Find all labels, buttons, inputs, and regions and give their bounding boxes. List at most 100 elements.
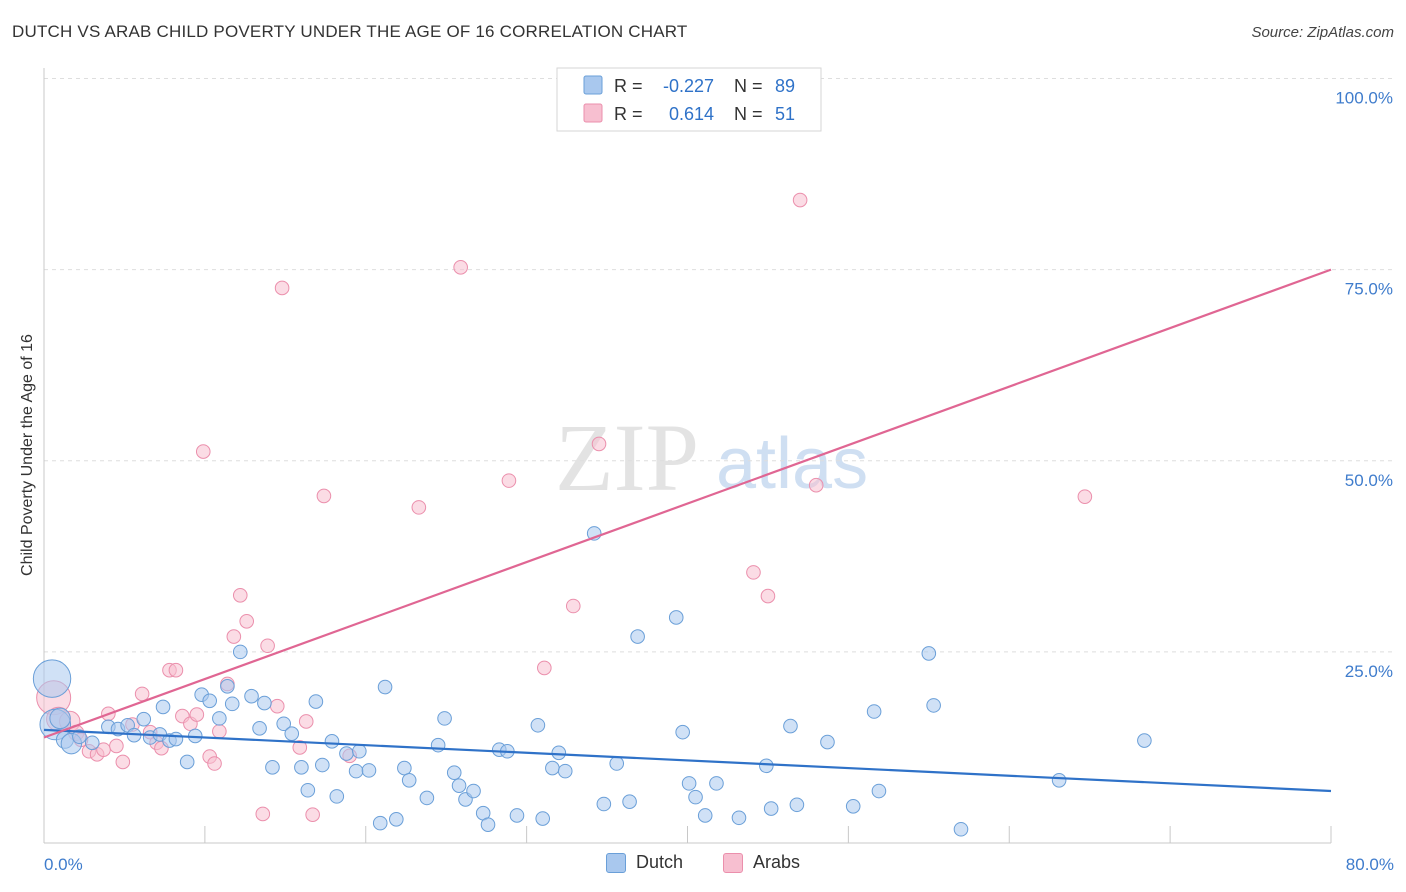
dutch-point bbox=[232, 644, 248, 660]
dutch-point bbox=[709, 776, 724, 791]
dutch-points bbox=[32, 526, 1152, 837]
dutch-point bbox=[252, 721, 267, 736]
arabs-point bbox=[453, 260, 468, 275]
arabs-point bbox=[269, 698, 285, 714]
dutch-point bbox=[377, 679, 393, 695]
arabs-point bbox=[808, 477, 824, 493]
dutch-point bbox=[84, 735, 100, 751]
y-tick-label: 50.0% bbox=[1345, 471, 1393, 490]
dutch-point bbox=[212, 711, 227, 726]
dutch-point bbox=[845, 799, 861, 814]
dutch-point bbox=[871, 783, 887, 799]
arabs-point bbox=[746, 565, 761, 580]
dutch-point bbox=[681, 776, 697, 791]
arabs-point bbox=[305, 807, 320, 823]
dutch-point bbox=[530, 717, 546, 733]
legend-item-arabs[interactable]: Arabs bbox=[723, 852, 800, 873]
watermark-zip: ZIP bbox=[555, 404, 699, 511]
dutch-point bbox=[348, 763, 364, 779]
chart-source: Source: ZipAtlas.com bbox=[1251, 24, 1394, 41]
arabs-point bbox=[115, 754, 131, 770]
legend-dutch-n-value: 89 bbox=[775, 76, 795, 96]
dutch-point bbox=[401, 773, 417, 788]
dutch-point bbox=[480, 817, 496, 832]
legend-arabs-n-value: 51 bbox=[775, 104, 795, 124]
dutch-point bbox=[675, 724, 690, 740]
arabs-point bbox=[411, 500, 427, 515]
legend-dutch-r-label: R = bbox=[614, 76, 643, 96]
chart-title: DUTCH VS ARAB CHILD POVERTY UNDER THE AG… bbox=[12, 22, 688, 41]
dutch-point bbox=[284, 726, 300, 741]
dutch-point bbox=[244, 688, 259, 704]
arabs-point bbox=[565, 598, 581, 614]
arabs-point bbox=[792, 192, 808, 208]
dutch-point bbox=[276, 716, 292, 732]
dutch-point bbox=[257, 695, 272, 711]
arabs-point bbox=[239, 613, 255, 629]
dutch-point bbox=[630, 629, 645, 644]
arabs-point bbox=[212, 724, 227, 739]
watermark-atlas: atlas bbox=[716, 424, 868, 504]
y-tick-labels: 25.0% 50.0% 75.0% 100.0% bbox=[1335, 89, 1393, 681]
arabs-point bbox=[260, 638, 275, 654]
arabs-point bbox=[189, 707, 205, 722]
dutch-point bbox=[224, 696, 240, 712]
dutch-point bbox=[168, 731, 184, 747]
arabs-point bbox=[274, 280, 290, 296]
legend-dutch-n-label: N = bbox=[734, 76, 763, 96]
dutch-point bbox=[72, 729, 87, 745]
dutch-point bbox=[49, 707, 71, 730]
dutch-point bbox=[609, 756, 625, 771]
dutch-point bbox=[953, 821, 969, 837]
dutch-point bbox=[300, 782, 316, 798]
grid-lines bbox=[44, 78, 1392, 653]
dutch-point bbox=[551, 745, 567, 761]
dutch-point bbox=[294, 760, 309, 775]
dutch-point bbox=[466, 783, 481, 799]
arabs-point bbox=[134, 686, 150, 702]
arabs-point bbox=[537, 660, 552, 676]
legend-item-dutch[interactable]: Dutch bbox=[605, 852, 683, 873]
dutch-point bbox=[397, 760, 412, 776]
dutch-point bbox=[308, 694, 324, 709]
arabs-trend-line bbox=[43, 268, 1332, 739]
dutch-point bbox=[437, 711, 452, 726]
dutch-point bbox=[179, 754, 195, 770]
dutch-point bbox=[509, 808, 525, 823]
dutch-point bbox=[155, 699, 171, 715]
dutch-point bbox=[451, 778, 467, 793]
series-legend: Dutch Arabs bbox=[0, 852, 1406, 873]
dutch-point bbox=[535, 811, 551, 826]
arabs-point bbox=[316, 488, 332, 504]
dutch-point bbox=[419, 790, 435, 806]
dutch-point bbox=[622, 794, 637, 810]
dutch-point bbox=[789, 797, 805, 813]
dutch-point bbox=[315, 757, 330, 773]
dutch-point bbox=[820, 734, 835, 750]
dutch-point bbox=[697, 808, 713, 823]
dutch-trend-line bbox=[43, 728, 1332, 793]
dutch-point bbox=[220, 678, 235, 694]
dutch-point bbox=[926, 698, 941, 713]
arabs-point bbox=[109, 738, 124, 754]
y-tick-label: 100.0% bbox=[1335, 89, 1393, 108]
legend-label-arabs: Arabs bbox=[753, 852, 801, 872]
x-tick-label-min: 0.0% bbox=[44, 855, 83, 874]
x-tick-label-max: 80.0% bbox=[1346, 855, 1394, 874]
legend-dutch-r-value: -0.227 bbox=[663, 76, 714, 96]
y-tick-label: 75.0% bbox=[1345, 280, 1393, 299]
arabs-point bbox=[501, 473, 517, 488]
legend-arabs-r-label: R = bbox=[614, 104, 643, 124]
dutch-point bbox=[361, 763, 377, 778]
dutch-point bbox=[202, 693, 218, 709]
dutch-point bbox=[329, 789, 345, 804]
dutch-point bbox=[339, 746, 354, 761]
dutch-point bbox=[324, 734, 340, 749]
dutch-point bbox=[545, 760, 560, 776]
dutch-point bbox=[731, 810, 747, 826]
legend-arabs-swatch bbox=[583, 103, 603, 123]
arabs-point bbox=[168, 662, 184, 678]
dutch-point bbox=[352, 743, 367, 759]
dutch-point bbox=[596, 796, 612, 812]
